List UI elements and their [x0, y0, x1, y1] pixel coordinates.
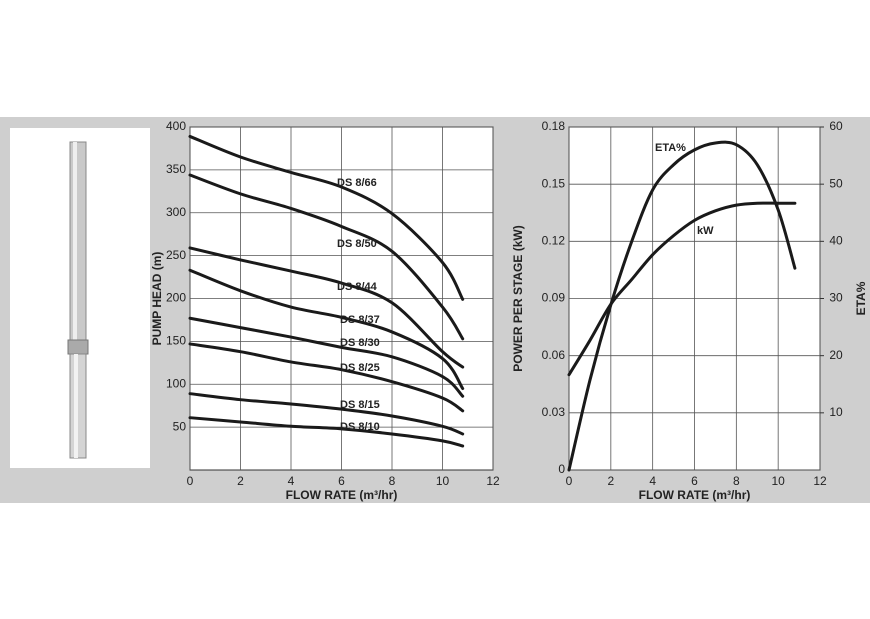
x-tick-label: 0 — [566, 474, 573, 488]
y2-tick-label: 50 — [829, 176, 843, 190]
y2-tick-label: 10 — [829, 405, 843, 419]
x-tick-label: 0 — [187, 474, 194, 488]
y-tick-label: 150 — [166, 334, 186, 348]
x-tick-label: 8 — [733, 474, 740, 488]
y-tick-label: 400 — [166, 119, 186, 133]
y-tick-label: 0.18 — [542, 119, 566, 133]
x-tick-label: 8 — [389, 474, 396, 488]
y2-axis-title: ETA% — [854, 281, 868, 315]
curve-label: DS 8/10 — [340, 421, 380, 433]
x-axis-title: FLOW RATE (m³/hr) — [639, 488, 751, 502]
curve-label: DS 8/66 — [337, 177, 377, 189]
curve-label: DS 8/15 — [340, 399, 380, 411]
y-tick-label: 200 — [166, 291, 186, 305]
y2-tick-label: 30 — [829, 291, 843, 305]
y-tick-label: 250 — [166, 248, 186, 262]
x-tick-label: 6 — [338, 474, 345, 488]
curve — [188, 342, 465, 413]
x-tick-label: 12 — [486, 474, 500, 488]
curve — [188, 316, 465, 398]
y2-tick-label: 60 — [829, 119, 843, 133]
x-tick-label: 4 — [288, 474, 295, 488]
y-tick-label: 0.03 — [542, 405, 566, 419]
curve — [188, 268, 465, 391]
x-axis-title: FLOW RATE (m³/hr) — [286, 488, 398, 502]
y-tick-label: 0.09 — [542, 291, 566, 305]
curve — [188, 173, 465, 341]
x-tick-label: 2 — [607, 474, 614, 488]
curve — [188, 134, 465, 301]
curve — [188, 416, 465, 448]
curve — [188, 246, 465, 369]
curve — [188, 392, 465, 436]
y-tick-label: 300 — [166, 205, 186, 219]
y-tick-label: 350 — [166, 162, 186, 176]
y2-tick-label: 20 — [829, 348, 843, 362]
pump-image — [67, 141, 89, 459]
y-tick-label: 50 — [173, 419, 187, 433]
curve-label: kW — [697, 225, 714, 237]
x-tick-label: 4 — [649, 474, 656, 488]
x-tick-label: 10 — [436, 474, 450, 488]
curve-label: DS 8/50 — [337, 238, 377, 250]
y-tick-label: 0 — [558, 462, 565, 476]
y2-tick-label: 40 — [829, 234, 843, 248]
curve-label: DS 8/30 — [340, 337, 380, 349]
x-tick-label: 2 — [237, 474, 244, 488]
x-tick-label: 6 — [691, 474, 698, 488]
x-tick-label: 10 — [771, 474, 785, 488]
curve — [567, 140, 797, 472]
y-tick-label: 0.15 — [542, 176, 566, 190]
y-axis-title: PUMP HEAD (m) — [150, 252, 164, 346]
y-tick-label: 0.06 — [542, 348, 566, 362]
curve-label: ETA% — [655, 142, 686, 154]
y-tick-label: 100 — [166, 376, 186, 390]
curve-label: DS 8/25 — [340, 362, 380, 374]
y-tick-label: 0.12 — [542, 234, 566, 248]
x-tick-label: 12 — [813, 474, 827, 488]
curve-label: DS 8/37 — [340, 314, 380, 326]
curve-label: DS 8/44 — [337, 281, 378, 293]
curve — [567, 201, 797, 377]
y-axis-title: POWER PER STAGE (kW) — [511, 225, 525, 371]
